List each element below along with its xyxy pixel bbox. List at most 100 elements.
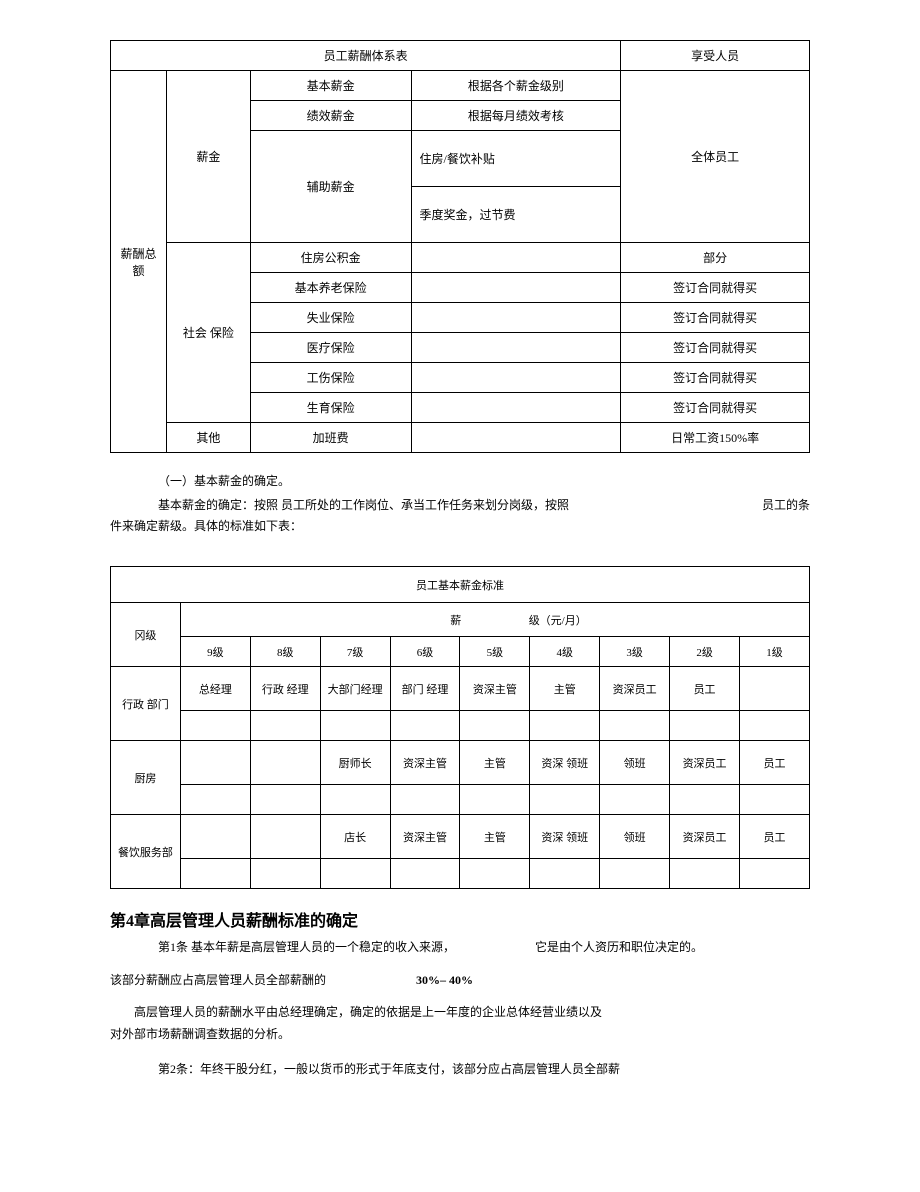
cell — [180, 741, 250, 785]
cell: 店长 — [320, 815, 390, 859]
cell: 员工 — [670, 667, 740, 711]
cell — [411, 273, 621, 303]
cell: 辅助薪金 — [250, 131, 411, 243]
cell — [670, 859, 740, 889]
cell — [600, 859, 670, 889]
cell: 签订合同就得买 — [621, 273, 810, 303]
cell: 签订合同就得买 — [621, 363, 810, 393]
paragraph: 高层管理人员的薪酬水平由总经理确定，确定的依据是上一年度的企业总体经营业绩以及 — [110, 1002, 810, 1022]
cell: 厨房 — [111, 741, 181, 815]
cell — [740, 859, 810, 889]
cell: 医疗保险 — [250, 333, 411, 363]
cell: 根据每月绩效考核 — [411, 101, 621, 131]
text: 薪 — [213, 612, 461, 628]
cell: 工伤保险 — [250, 363, 411, 393]
cell: 季度奖金，过节费 — [411, 187, 621, 243]
cell: 签订合同就得买 — [621, 303, 810, 333]
text: 第1条 基本年薪是高层管理人员的一个稳定的收入来源， — [110, 937, 455, 957]
cell: 部分 — [621, 243, 810, 273]
cell: 厨师长 — [320, 741, 390, 785]
table-row — [111, 859, 810, 889]
title-cell: 员工基本薪金标准 — [111, 567, 810, 603]
cell — [180, 711, 250, 741]
cell: 员工 — [740, 815, 810, 859]
compensation-system-table: 员工薪酬体系表 享受人员 薪酬总额 薪金 基本薪金 根据各个薪金级别 全体员工 … — [110, 40, 810, 453]
cell: 住房/餐饮补贴 — [411, 131, 621, 187]
cell — [740, 711, 810, 741]
cell — [530, 859, 600, 889]
cell — [460, 859, 530, 889]
cell — [250, 815, 320, 859]
cell: 5级 — [460, 637, 530, 667]
paragraph: 基本薪金的确定：按照 员工所处的工作岗位、承当工作任务来划分岗级，按照 员工的条 — [110, 495, 810, 515]
cell: 行政 部门 — [111, 667, 181, 741]
cell — [250, 785, 320, 815]
cell: 1级 — [740, 637, 810, 667]
cell: 资深 领班 — [530, 741, 600, 785]
cell: 总经理 — [180, 667, 250, 711]
table-row: 9级 8级 7级 6级 5级 4级 3级 2级 1级 — [111, 637, 810, 667]
cell: 薪金 — [166, 71, 250, 243]
paragraph: 该部分薪酬应占高层管理人员全部薪酬的 30%– 40% — [110, 970, 810, 990]
cell: 员工 — [740, 741, 810, 785]
paragraph: 第2条：年终干股分红，一般以货币的形式于年底支付，该部分应占高层管理人员全部薪 — [110, 1059, 810, 1079]
cell: 冈级 — [111, 603, 181, 667]
cell: 加班费 — [250, 423, 411, 453]
cell: 资深员工 — [670, 815, 740, 859]
cell: 基本养老保险 — [250, 273, 411, 303]
cell: 失业保险 — [250, 303, 411, 333]
paragraph: 件来确定薪级。具体的标准如下表： — [110, 516, 810, 536]
cell: 大部门经理 — [320, 667, 390, 711]
header-cell: 薪 级（元/月） — [180, 603, 809, 637]
cell — [390, 711, 460, 741]
cell: 部门 经理 — [390, 667, 460, 711]
table-row: 社会 保险 住房公积金 部分 — [111, 243, 810, 273]
cell — [250, 711, 320, 741]
cell: 其他 — [166, 423, 250, 453]
cell — [250, 741, 320, 785]
cell — [530, 711, 600, 741]
cell — [411, 423, 621, 453]
text: 它是由个人资历和职位决定的。 — [535, 937, 703, 957]
cell: 资深主管 — [390, 741, 460, 785]
text: 30%– 40% — [416, 970, 473, 990]
text: 员工的条 — [702, 495, 810, 515]
chapter-heading: 第4章高层管理人员薪酬标准的确定 — [110, 907, 810, 931]
text: 级（元/月） — [529, 612, 777, 628]
table-row — [111, 711, 810, 741]
cell: 资深员工 — [670, 741, 740, 785]
header-cell: 员工薪酬体系表 — [111, 41, 621, 71]
salary-standard-table: 员工基本薪金标准 冈级 薪 级（元/月） 9级 8级 7级 6级 5级 4级 3… — [110, 566, 810, 889]
cell: 社会 保险 — [166, 243, 250, 423]
cell — [320, 711, 390, 741]
cell — [180, 859, 250, 889]
cell — [390, 859, 460, 889]
table-row: 其他 加班费 日常工资150%率 — [111, 423, 810, 453]
cell: 8级 — [250, 637, 320, 667]
cell — [411, 303, 621, 333]
table-row: 厨房 厨师长 资深主管 主管 资深 领班 领班 资深员工 员工 — [111, 741, 810, 785]
cell: 生育保险 — [250, 393, 411, 423]
cell — [530, 785, 600, 815]
cell: 6级 — [390, 637, 460, 667]
cell: 日常工资150%率 — [621, 423, 810, 453]
table-row: 餐饮服务部 店长 资深主管 主管 资深 领班 领班 资深员工 员工 — [111, 815, 810, 859]
cell — [740, 667, 810, 711]
cell: 基本薪金 — [250, 71, 411, 101]
paragraph: 对外部市场薪酬调查数据的分析。 — [110, 1024, 810, 1044]
cell: 住房公积金 — [250, 243, 411, 273]
cell — [600, 785, 670, 815]
cell — [460, 785, 530, 815]
cell: 4级 — [530, 637, 600, 667]
cell — [670, 785, 740, 815]
cell — [670, 711, 740, 741]
cell: 7级 — [320, 637, 390, 667]
cell: 资深主管 — [390, 815, 460, 859]
table-row — [111, 785, 810, 815]
cell: 3级 — [600, 637, 670, 667]
cell — [460, 711, 530, 741]
text: 基本薪金的确定：按照 员工所处的工作岗位、承当工作任务来划分岗级，按照 — [110, 495, 569, 515]
cell — [390, 785, 460, 815]
cell: 主管 — [530, 667, 600, 711]
cell: 根据各个薪金级别 — [411, 71, 621, 101]
